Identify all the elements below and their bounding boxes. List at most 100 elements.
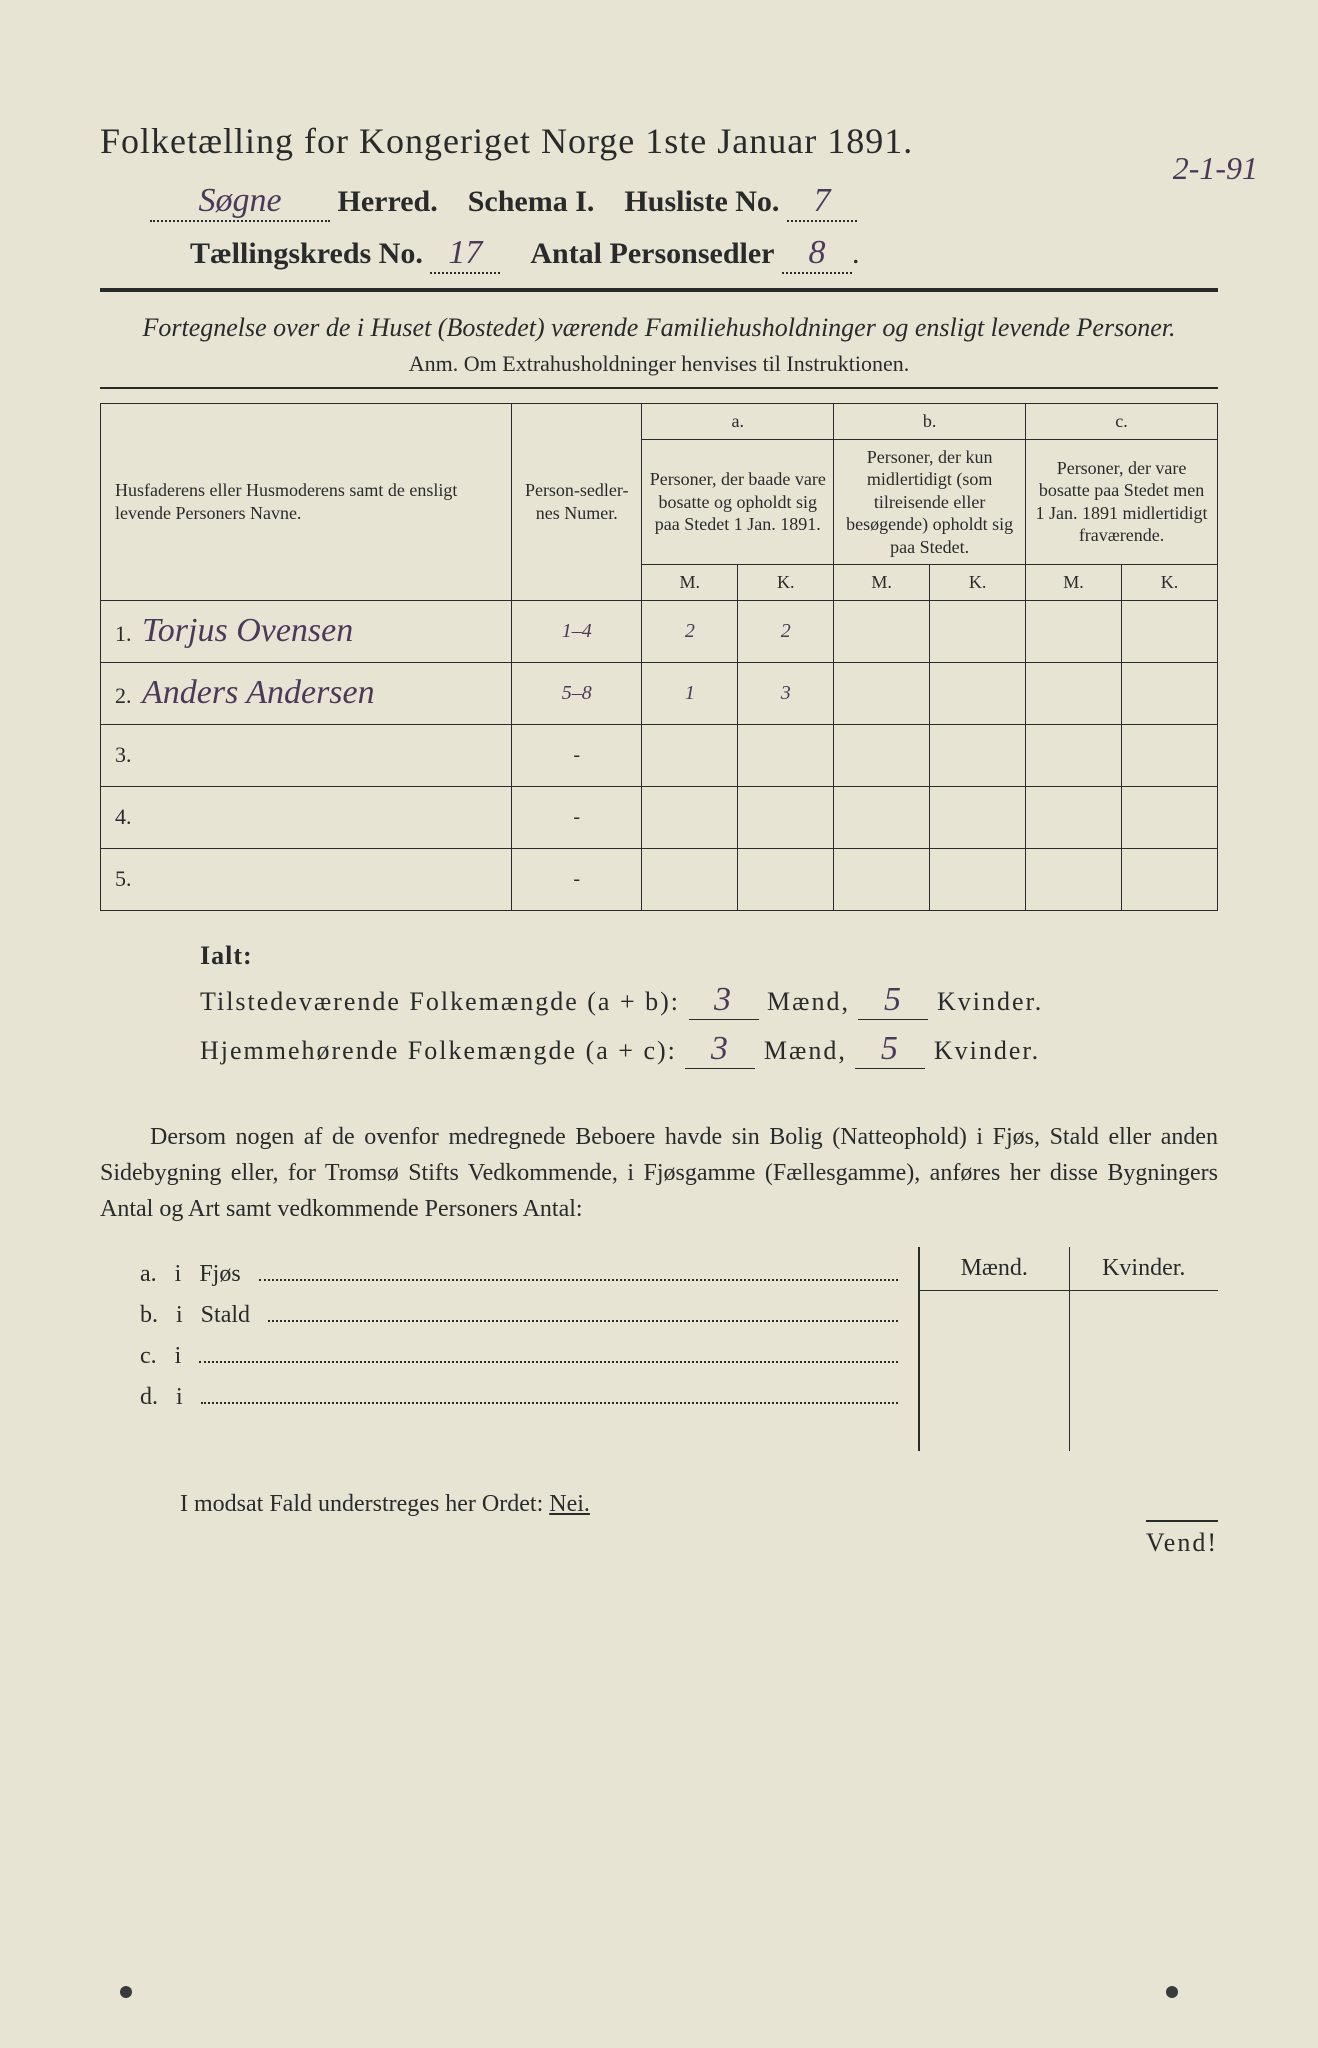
ob-i: i: [175, 1343, 182, 1370]
census-form: Folketælling for Kongeriget Norge 1ste J…: [100, 120, 1218, 1518]
outbuilding-list: a. i Fjøs b. i Stald c. i d.: [100, 1247, 918, 1451]
husliste-label: Husliste No.: [624, 185, 779, 218]
cell-ak: 2: [738, 600, 834, 662]
handwritten-date: 2-1-91: [1173, 150, 1258, 187]
present-row: Tilstedeværende Folkemængde (a + b): 3 M…: [200, 981, 1218, 1020]
nei-line: I modsat Fald understreges her Ordet: Ne…: [100, 1491, 1218, 1518]
household-table: Husfaderens eller Husmoderens samt de en…: [100, 403, 1218, 911]
outbuilding-row: d. i: [140, 1380, 898, 1411]
cell-numer: 1–4: [512, 600, 642, 662]
cell-numer: -: [512, 786, 642, 848]
header-line-3: Tællingskreds No. 17 Antal Personsedler …: [100, 234, 1218, 274]
col-a-label: a.: [642, 404, 834, 440]
cell-ck: [1122, 662, 1218, 724]
divider: [100, 288, 1218, 292]
ob-letter: c.: [140, 1343, 157, 1370]
totals-block: Ialt: Tilstedeværende Folkemængde (a + b…: [100, 941, 1218, 1069]
ob-label: Fjøs: [199, 1261, 240, 1288]
row-number: 5.: [115, 866, 137, 892]
vend-label: Vend!: [1146, 1520, 1218, 1558]
husliste-value: 7: [787, 182, 857, 222]
ialt-heading: Ialt:: [200, 941, 1218, 971]
ob-i: i: [175, 1261, 182, 1288]
col-a-m: M.: [642, 565, 738, 601]
mk-k-cell: [1070, 1291, 1219, 1451]
mk-m-header: Mænd.: [920, 1247, 1070, 1290]
resident-label: Hjemmehørende Folkemængde (a + c):: [200, 1036, 677, 1065]
divider: [100, 387, 1218, 389]
col-c-text: Personer, der vare bosatte paa Stedet me…: [1026, 439, 1218, 565]
outbuilding-row: c. i: [140, 1339, 898, 1370]
person-name: Anders Andersen: [142, 674, 375, 711]
col-numer: Person-sedler-nes Numer.: [512, 404, 642, 601]
table-row: 5. -: [101, 848, 1218, 910]
col-c-label: c.: [1026, 404, 1218, 440]
resident-row: Hjemmehørende Folkemængde (a + c): 3 Mæn…: [200, 1030, 1218, 1069]
row-number: 1.: [115, 621, 137, 647]
ob-i: i: [176, 1384, 183, 1411]
kreds-label: Tællingskreds No.: [190, 237, 423, 270]
herred-label: Herred.: [338, 185, 438, 218]
ob-i: i: [176, 1302, 183, 1329]
dotted-line: [259, 1257, 898, 1281]
nei-text: I modsat Fald understreges her Ordet:: [180, 1491, 543, 1517]
col-a-text: Personer, der baade vare bosatte og opho…: [642, 439, 834, 565]
antal-value: 8: [782, 234, 852, 274]
ob-letter: b.: [140, 1302, 158, 1329]
dotted-line: [199, 1339, 898, 1363]
ob-letter: d.: [140, 1384, 158, 1411]
outbuilding-paragraph: Dersom nogen af de ovenfor medregnede Be…: [100, 1119, 1218, 1227]
cell-am: 2: [642, 600, 738, 662]
outbuilding-box: a. i Fjøs b. i Stald c. i d.: [100, 1247, 1218, 1451]
present-k: 5: [858, 981, 928, 1020]
outbuilding-row: a. i Fjøs: [140, 1257, 898, 1288]
col-a-k: K.: [738, 565, 834, 601]
person-name: Torjus Ovensen: [142, 612, 353, 649]
maend-label: Mænd,: [764, 1036, 847, 1065]
table-row: 3. -: [101, 724, 1218, 786]
mk-k-header: Kvinder.: [1070, 1247, 1219, 1290]
table-row: 1. Torjus Ovensen 1–4 2 2: [101, 600, 1218, 662]
cell-bk: [930, 600, 1026, 662]
schema-label: Schema I.: [468, 185, 595, 218]
paper-mark: [120, 1986, 132, 1998]
col-names: Husfaderens eller Husmoderens samt de en…: [101, 404, 512, 601]
table-row: 4. -: [101, 786, 1218, 848]
cell-cm: [1026, 600, 1122, 662]
cell-cm: [1026, 662, 1122, 724]
antal-label: Antal Personsedler: [530, 237, 774, 270]
table-row: 2. Anders Andersen 5–8 1 3: [101, 662, 1218, 724]
mk-table: Mænd. Kvinder.: [918, 1247, 1218, 1451]
cell-numer: 5–8: [512, 662, 642, 724]
col-b-label: b.: [834, 404, 1026, 440]
ob-letter: a.: [140, 1261, 157, 1288]
present-label: Tilstedeværende Folkemængde (a + b):: [200, 987, 680, 1016]
ob-label: Stald: [201, 1302, 250, 1329]
resident-m: 3: [685, 1030, 755, 1069]
nei-word: Nei.: [549, 1491, 590, 1517]
dotted-line: [201, 1380, 898, 1404]
dotted-line: [268, 1298, 898, 1322]
cell-bk: [930, 662, 1026, 724]
paper-mark: [1166, 1986, 1178, 1998]
outbuilding-row: b. i Stald: [140, 1298, 898, 1329]
herred-value: Søgne: [150, 182, 330, 222]
row-number: 2.: [115, 683, 137, 709]
annotation: Anm. Om Extrahusholdninger henvises til …: [100, 351, 1218, 377]
cell-ck: [1122, 600, 1218, 662]
cell-ak: 3: [738, 662, 834, 724]
present-m: 3: [689, 981, 759, 1020]
col-b-k: K.: [930, 565, 1026, 601]
header-line-2: Søgne Herred. Schema I. Husliste No. 7: [100, 182, 1218, 222]
cell-numer: -: [512, 724, 642, 786]
page-title: Folketælling for Kongeriget Norge 1ste J…: [100, 120, 1218, 162]
mk-m-cell: [920, 1291, 1070, 1451]
table-body: 1. Torjus Ovensen 1–4 2 2 2. Anders Ande…: [101, 600, 1218, 910]
kreds-value: 17: [430, 234, 500, 274]
cell-am: 1: [642, 662, 738, 724]
col-c-m: M.: [1026, 565, 1122, 601]
col-b-text: Personer, der kun midlertidigt (som tilr…: [834, 439, 1026, 565]
col-c-k: K.: [1122, 565, 1218, 601]
resident-k: 5: [855, 1030, 925, 1069]
cell-bm: [834, 600, 930, 662]
